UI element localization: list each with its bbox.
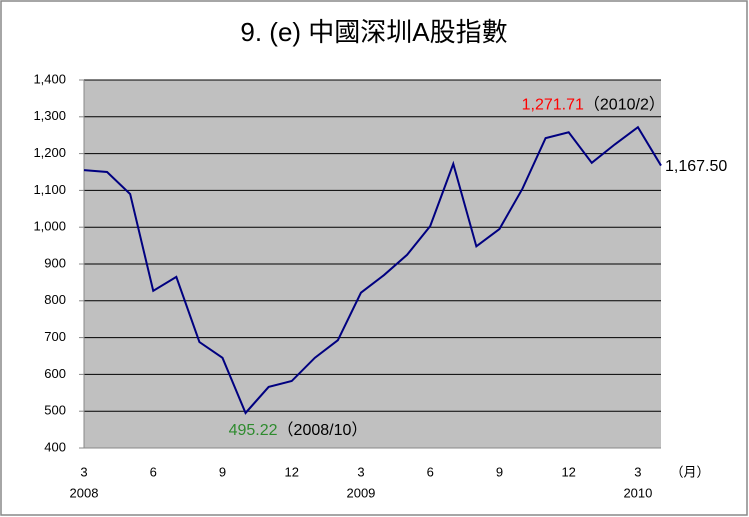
y-tick-label: 1,300 <box>33 108 66 123</box>
x-tick-label: 3 <box>357 464 364 479</box>
x-tick-label: 9 <box>496 464 503 479</box>
x-tick-label: 3 <box>634 464 641 479</box>
x-tick-label: 3 <box>80 464 87 479</box>
value-label: 495.22 <box>229 422 278 439</box>
x-year-label: 2010 <box>623 485 652 500</box>
y-tick-label: 900 <box>44 255 66 270</box>
value-label-note: （2008/10） <box>278 421 368 439</box>
data-line <box>83 125 662 415</box>
x-unit: （月） <box>670 464 709 479</box>
x-tick-label: 6 <box>427 464 434 479</box>
y-tick-label: 500 <box>44 403 66 418</box>
x-year-label: 2008 <box>70 485 99 500</box>
x-year-label: 2009 <box>346 485 375 500</box>
value-label: 1,167.50 <box>665 158 727 175</box>
value-label-note: （2010/2） <box>584 95 665 113</box>
y-tick-label: 1,000 <box>33 219 66 234</box>
y-tick-label: 600 <box>44 366 66 381</box>
x-tick-label: 6 <box>150 464 157 479</box>
x-tick-label: 9 <box>219 464 226 479</box>
y-tick-label: 1,100 <box>33 182 66 197</box>
x-tick-label: 12 <box>284 464 298 479</box>
y-tick-label: 700 <box>44 329 66 344</box>
x-tick-label: 12 <box>561 464 575 479</box>
y-tick-label: 800 <box>44 292 66 307</box>
y-tick-label: 1,200 <box>33 145 66 160</box>
value-label: 1,271.71 <box>522 96 584 113</box>
y-tick-label: 400 <box>44 439 66 454</box>
y-tick-label: 1,400 <box>33 71 66 86</box>
chart-title: 9. (e) 中國深圳A股指數 <box>240 17 507 47</box>
